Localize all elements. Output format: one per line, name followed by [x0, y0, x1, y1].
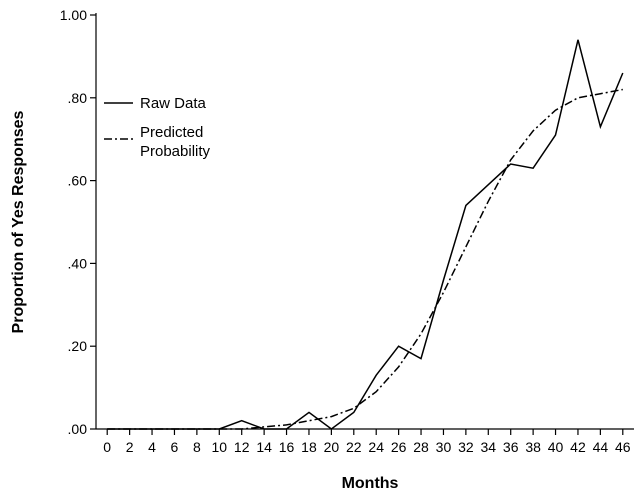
y-axis-title: Proportion of Yes Responses — [10, 110, 27, 333]
x-tick-label: 14 — [256, 439, 272, 455]
x-tick-label: 20 — [324, 439, 340, 455]
x-tick-label: 4 — [148, 439, 156, 455]
x-tick-label: 34 — [481, 439, 497, 455]
series-layer — [107, 39, 624, 430]
x-tick-label: 0 — [103, 439, 111, 455]
x-tick-label: 42 — [570, 439, 586, 455]
x-tick-label: 8 — [193, 439, 201, 455]
x-tick-label: 46 — [615, 439, 631, 455]
y-tick-label: 1.00 — [60, 7, 87, 23]
legend-label-predicted-line-1: Predicted — [140, 124, 203, 141]
x-tick-label: 36 — [503, 439, 519, 455]
x-tick-label: 28 — [413, 439, 429, 455]
legend-label-predicted-line-2: Probability — [140, 143, 211, 160]
x-tick-label: 12 — [234, 439, 250, 455]
y-tick-label: .80 — [68, 90, 88, 106]
y-tick-label: .60 — [68, 173, 88, 189]
y-tick-label: .00 — [68, 421, 88, 437]
y-tick-label: .40 — [68, 255, 88, 271]
plot-area: .00.20.40.60.801.00 0 2 4 6 8 10 12 14 16 18 20 22 2… — [60, 7, 634, 455]
y-tick-label: .20 — [68, 338, 88, 354]
x-tick-label: 24 — [368, 439, 384, 455]
x-tick-label: 26 — [391, 439, 407, 455]
x-tick-label: 38 — [525, 439, 541, 455]
x-tick-label: 30 — [436, 439, 452, 455]
series-line-predicted-probability — [107, 88, 623, 430]
x-tick-label: 10 — [212, 439, 228, 455]
x-axis-ticks: 0 2 4 6 8 10 12 14 16 18 20 22 24 26 28 30 32 34 36 38 40 42 4… — [103, 429, 631, 455]
legend-label-raw-data: Raw Data — [140, 95, 207, 112]
x-tick-label: 22 — [346, 439, 362, 455]
x-tick-label: 40 — [548, 439, 564, 455]
x-tick-label: 32 — [458, 439, 474, 455]
legend: Raw Data Predicted Probability — [104, 95, 211, 160]
x-tick-label: 44 — [593, 439, 609, 455]
x-tick-label: 18 — [301, 439, 317, 455]
x-tick-label: 6 — [171, 439, 179, 455]
x-tick-label: 2 — [126, 439, 134, 455]
y-axis-ticks: .00 .20 .40 .60 .80 1.00 — [60, 7, 96, 437]
x-tick-label: 16 — [279, 439, 295, 455]
x-axis-title: Months — [342, 475, 399, 492]
